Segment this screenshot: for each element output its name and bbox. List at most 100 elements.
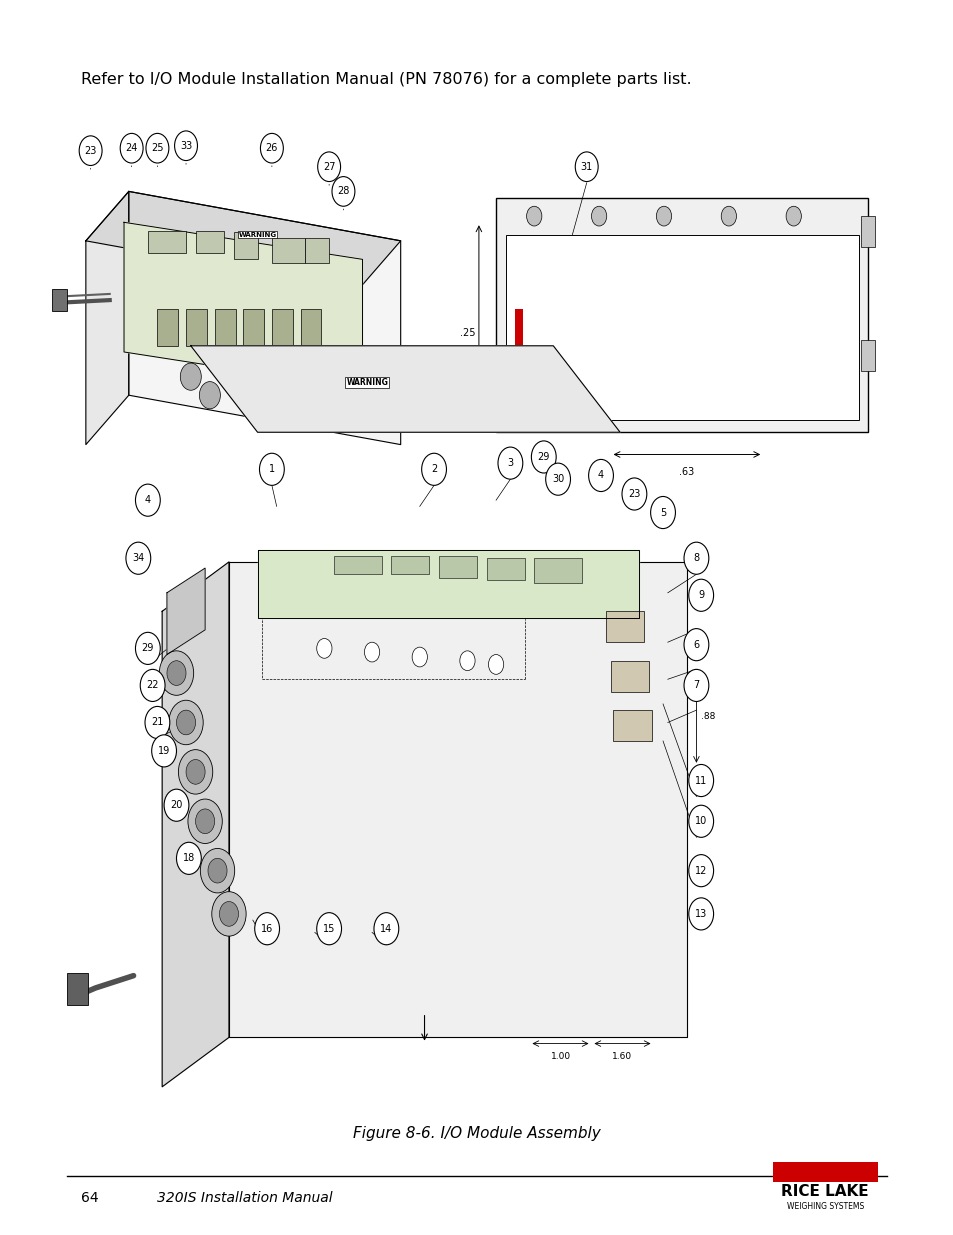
Circle shape (167, 661, 186, 685)
Bar (496, 198, 867, 432)
Circle shape (188, 799, 222, 844)
Bar (438, 556, 476, 578)
Text: 34: 34 (132, 553, 144, 563)
Circle shape (309, 363, 330, 390)
Text: 18: 18 (183, 853, 194, 863)
Circle shape (140, 669, 165, 701)
Circle shape (208, 858, 227, 883)
Circle shape (180, 363, 201, 390)
Circle shape (135, 632, 160, 664)
Text: .88: .88 (700, 711, 715, 721)
Bar (534, 558, 581, 583)
Text: 4: 4 (598, 471, 603, 480)
Circle shape (656, 206, 671, 226)
Bar (300, 309, 321, 346)
Text: 24: 24 (126, 143, 137, 153)
Text: 20: 20 (171, 800, 182, 810)
Circle shape (152, 735, 176, 767)
Bar (515, 309, 522, 383)
Circle shape (195, 809, 214, 834)
Text: 31: 31 (580, 162, 592, 172)
Circle shape (316, 913, 341, 945)
Bar (391, 556, 429, 574)
Circle shape (159, 651, 193, 695)
Circle shape (688, 579, 713, 611)
Text: 11: 11 (695, 776, 706, 785)
Text: 1: 1 (269, 464, 274, 474)
Text: .63: .63 (679, 467, 694, 477)
Text: 16: 16 (261, 924, 273, 934)
Circle shape (591, 206, 606, 226)
Text: 23: 23 (628, 489, 639, 499)
Text: 25: 25 (151, 143, 164, 153)
Text: 10: 10 (695, 816, 706, 826)
Text: WARNING: WARNING (346, 378, 388, 388)
Text: 19: 19 (158, 746, 170, 756)
Circle shape (174, 131, 197, 161)
Circle shape (364, 642, 379, 662)
Circle shape (126, 542, 151, 574)
Circle shape (526, 206, 541, 226)
Circle shape (332, 177, 355, 206)
Bar (605, 611, 643, 642)
Text: 2: 2 (431, 464, 436, 474)
Polygon shape (124, 222, 362, 389)
Bar (186, 309, 207, 346)
Circle shape (621, 478, 646, 510)
Circle shape (720, 206, 736, 226)
Bar (272, 309, 293, 346)
Text: 29: 29 (142, 643, 153, 653)
Circle shape (688, 805, 713, 837)
Text: 5: 5 (659, 508, 665, 517)
Bar (334, 556, 381, 574)
Polygon shape (86, 191, 400, 290)
Text: 28: 28 (337, 186, 349, 196)
Bar (157, 309, 178, 346)
Text: WEIGHING SYSTEMS: WEIGHING SYSTEMS (786, 1202, 862, 1212)
Bar (305, 238, 329, 263)
Text: 320IS Installation Manual: 320IS Installation Manual (157, 1191, 333, 1205)
Circle shape (242, 382, 263, 409)
Circle shape (260, 133, 283, 163)
Circle shape (688, 764, 713, 797)
Circle shape (421, 453, 446, 485)
Bar (486, 558, 524, 580)
Polygon shape (129, 191, 400, 445)
Circle shape (266, 363, 287, 390)
Polygon shape (257, 550, 639, 618)
Circle shape (223, 363, 244, 390)
Text: 23: 23 (85, 146, 96, 156)
Circle shape (683, 542, 708, 574)
Circle shape (176, 842, 201, 874)
Text: 6: 6 (693, 640, 699, 650)
Circle shape (200, 848, 234, 893)
Polygon shape (191, 346, 619, 432)
Circle shape (164, 789, 189, 821)
Circle shape (683, 669, 708, 701)
Text: 29: 29 (537, 452, 549, 462)
Bar (860, 216, 874, 247)
Bar (772, 1162, 877, 1182)
Text: 15: 15 (323, 924, 335, 934)
Circle shape (412, 647, 427, 667)
Text: 9: 9 (698, 590, 703, 600)
Text: .25: .25 (459, 329, 475, 338)
Polygon shape (167, 568, 205, 655)
Circle shape (254, 913, 279, 945)
Text: RICE LAKE: RICE LAKE (781, 1184, 868, 1199)
Bar (214, 309, 235, 346)
Circle shape (650, 496, 675, 529)
Circle shape (688, 855, 713, 887)
Circle shape (488, 655, 503, 674)
Text: 8: 8 (693, 553, 699, 563)
Circle shape (186, 760, 205, 784)
Text: Refer to I/O Module Installation Manual (PN 78076) for a complete parts list.: Refer to I/O Module Installation Manual … (81, 72, 691, 86)
Text: 14: 14 (380, 924, 392, 934)
Circle shape (146, 133, 169, 163)
Text: 12: 12 (695, 866, 706, 876)
Circle shape (212, 892, 246, 936)
Text: 3: 3 (507, 458, 513, 468)
Circle shape (79, 136, 102, 165)
Bar (243, 309, 264, 346)
Circle shape (259, 453, 284, 485)
